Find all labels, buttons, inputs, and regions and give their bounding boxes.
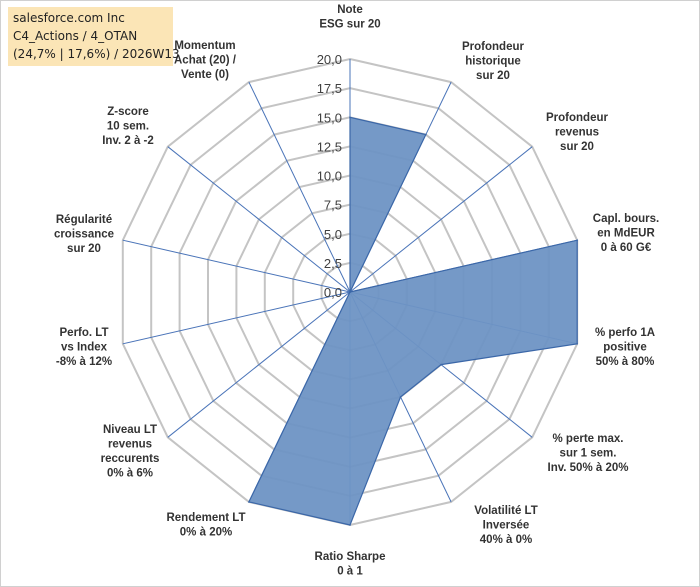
axis-label-11-line-0: Régularité [56, 214, 112, 226]
axis-label-6-line-2: 40% à 0% [480, 534, 532, 546]
portfolio-path: C4_Actions / 4_OTAN [13, 29, 138, 43]
axis-label-10-line-1: vs Index [61, 342, 108, 354]
axis-label-1-line-0: Profondeur [462, 41, 524, 53]
axis-label-1-line-1: historique [465, 56, 521, 68]
axis-label-3-line-0: Capl. bours. [593, 213, 659, 225]
tick-label-7: 17,5 [317, 81, 342, 96]
axis-label-4-line-2: 50% à 80% [596, 356, 655, 368]
axis-label-5-line-0: % perte max. [553, 433, 624, 445]
tick-label-5: 12,5 [317, 139, 342, 154]
data-point-1 [425, 133, 427, 136]
axis-label-8-line-0: Rendement LT [166, 512, 245, 524]
axis-label-2-line-2: sur 20 [560, 141, 594, 153]
axis-label-9-line-3: 0% à 6% [107, 468, 153, 480]
axis-label-9-line-0: Niveau LT [103, 424, 157, 436]
data-point-0 [349, 116, 351, 119]
axis-label-8-line-1: 0% à 20% [180, 527, 232, 539]
axis-label-0-line-1: ESG sur 20 [319, 19, 380, 31]
axis-label-7-line-1: 0 à 1 [337, 566, 363, 578]
axis-label-13-line-2: Vente (0) [181, 69, 229, 81]
performance-week: (24,7% | 17,6%) / 2026W13 [13, 47, 180, 61]
data-point-13 [349, 291, 351, 293]
axis-label-2-line-1: revenus [555, 127, 599, 139]
axis-label-9-line-2: reccurents [101, 453, 160, 465]
data-point-6 [399, 396, 402, 398]
axis-label-3-line-1: en MdEUR [597, 228, 655, 240]
tick-label-4: 10,0 [317, 169, 342, 184]
axis-label-6-line-0: Volatilité LT [474, 505, 537, 517]
data-point-7 [349, 524, 351, 526]
tick-label-3: 7,5 [324, 198, 342, 213]
radial-tick-labels: 0,0 2,5 5,0 7,5 10,0 12,5 15,0 17,5 20,0 [317, 52, 342, 300]
spoke-2 [349, 146, 533, 293]
spoke-12 [167, 146, 351, 293]
data-point-4 [576, 343, 578, 345]
spoke-9 [167, 291, 351, 438]
axis-label-0-line-0: Note [337, 4, 363, 16]
tick-label-6: 15,0 [317, 110, 342, 125]
axis-label-3-line-2: 0 à 60 G€ [601, 242, 652, 254]
axis-label-10-line-0: Perfo. LT [60, 327, 109, 339]
axis-label-5-line-1: sur 1 sem. [560, 448, 617, 460]
spoke-11 [122, 239, 351, 293]
tick-label-8: 20,0 [317, 52, 342, 67]
data-point-3 [576, 239, 578, 241]
header-box: salesforce.com Inc C4_Actions / 4_OTAN (… [8, 7, 180, 66]
axis-label-10-line-2: -8% à 12% [56, 356, 112, 368]
series-area [248, 116, 578, 526]
axis-label-9-line-1: revenus [108, 439, 152, 451]
axis-label-11-line-2: sur 20 [67, 243, 101, 255]
axis-label-12-line-2: Inv. 2 à -2 [102, 135, 154, 147]
axis-label-12-line-0: Z-score [107, 106, 149, 118]
axis-label-12-line-1: 10 sem. [107, 121, 149, 133]
axis-label-11-line-1: croissance [54, 229, 114, 241]
data-point-8 [248, 501, 250, 503]
tick-label-2: 5,0 [324, 227, 342, 242]
radar-series [248, 116, 578, 526]
spoke-13 [248, 81, 351, 293]
axis-label-1-line-2: sur 20 [476, 70, 510, 82]
tick-label-0: 0,0 [324, 285, 342, 300]
data-point-5 [440, 363, 442, 366]
spoke-10 [122, 291, 351, 345]
axis-label-13-line-1: Achat (20) / [174, 55, 237, 67]
axis-label-6-line-1: Inversée [483, 520, 530, 532]
company-name: salesforce.com Inc [13, 11, 125, 25]
axis-labels: Note ESG sur 20 Profondeur historique sur 20… [54, 4, 659, 578]
axis-label-2-line-0: Profondeur [546, 112, 608, 124]
axis-label-4-line-1: positive [603, 342, 646, 354]
axis-label-7-line-0: Ratio Sharpe [315, 551, 386, 563]
axis-label-5-line-2: Inv. 50% à 20% [548, 462, 629, 474]
tick-label-1: 2,5 [324, 256, 342, 271]
axis-label-4-line-0: % perfo 1A [595, 327, 655, 339]
axis-label-13-line-0: Momentum [174, 40, 235, 52]
